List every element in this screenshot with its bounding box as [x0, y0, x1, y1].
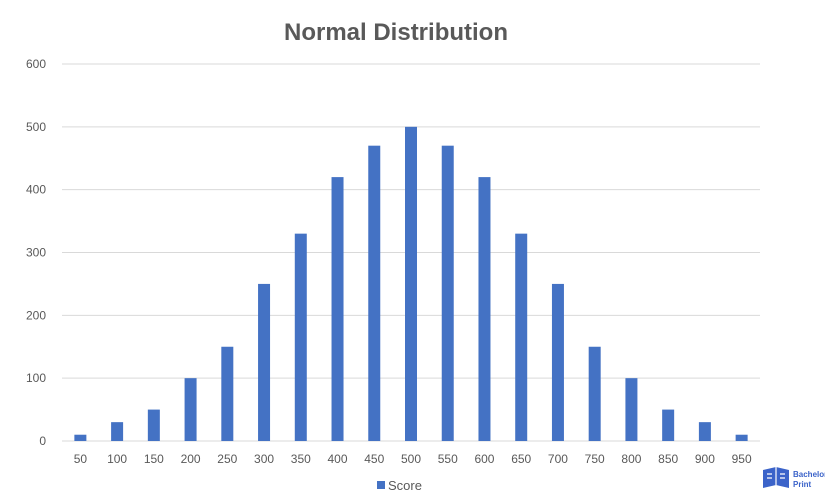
- bar-200: [184, 378, 197, 441]
- x-tick-label: 700: [548, 452, 568, 466]
- bar-600: [478, 177, 491, 441]
- y-tick-label: 100: [26, 371, 46, 385]
- x-tick-label: 400: [328, 452, 348, 466]
- y-tick-label: 200: [26, 308, 46, 322]
- x-tick-label: 100: [107, 452, 127, 466]
- x-tick-label: 550: [438, 452, 458, 466]
- x-tick-label: 150: [144, 452, 164, 466]
- x-tick-label: 850: [658, 452, 678, 466]
- x-tick-label: 200: [181, 452, 201, 466]
- watermark-line2: Print: [793, 480, 812, 489]
- chart-title: Normal Distribution: [284, 19, 508, 46]
- bar-950: [735, 434, 748, 441]
- bachelorprint-logo: Bachelor Print: [763, 467, 825, 489]
- y-tick-label: 400: [26, 183, 46, 197]
- bar-850: [662, 409, 675, 441]
- bar-800: [625, 378, 638, 441]
- x-axis-tick-labels: 50 100 150 200 250 300 350 400 450 500 550 600 650 70…: [74, 452, 752, 466]
- bar-550: [441, 145, 454, 441]
- bachelorprint-logo-icon: [763, 467, 789, 488]
- bar-150: [147, 409, 160, 441]
- y-tick-label: 500: [26, 120, 46, 134]
- x-tick-label: 800: [621, 452, 641, 466]
- bar-300: [258, 283, 271, 441]
- bar-400: [331, 177, 344, 441]
- y-tick-label: 300: [26, 246, 46, 260]
- y-tick-label: 0: [39, 434, 46, 448]
- bar-100: [111, 422, 124, 441]
- x-tick-label: 500: [401, 452, 421, 466]
- bar-250: [221, 346, 234, 441]
- y-tick-label: 600: [26, 57, 46, 71]
- x-tick-label: 300: [254, 452, 274, 466]
- bar-50: [74, 434, 87, 441]
- bar-series: [74, 126, 748, 441]
- y-axis-tick-labels: 0 100 200 300 400 500 600: [26, 57, 46, 448]
- bar-650: [515, 233, 528, 441]
- bar-350: [294, 233, 307, 441]
- x-tick-label: 600: [474, 452, 494, 466]
- legend: Score: [377, 478, 422, 493]
- x-tick-label: 250: [217, 452, 237, 466]
- x-tick-label: 900: [695, 452, 715, 466]
- x-tick-label: 750: [585, 452, 605, 466]
- x-tick-label: 350: [291, 452, 311, 466]
- bar-700: [551, 283, 564, 441]
- x-tick-label: 650: [511, 452, 531, 466]
- legend-label-score: Score: [388, 478, 422, 493]
- watermark-line1: Bachelor: [793, 470, 825, 479]
- bar-900: [698, 422, 711, 441]
- legend-swatch-score: [377, 481, 385, 489]
- bar-500: [405, 126, 417, 441]
- bar-750: [588, 346, 601, 441]
- bar-450: [368, 145, 381, 441]
- x-tick-label: 450: [364, 452, 384, 466]
- x-tick-label: 50: [74, 452, 88, 466]
- x-tick-label: 950: [732, 452, 752, 466]
